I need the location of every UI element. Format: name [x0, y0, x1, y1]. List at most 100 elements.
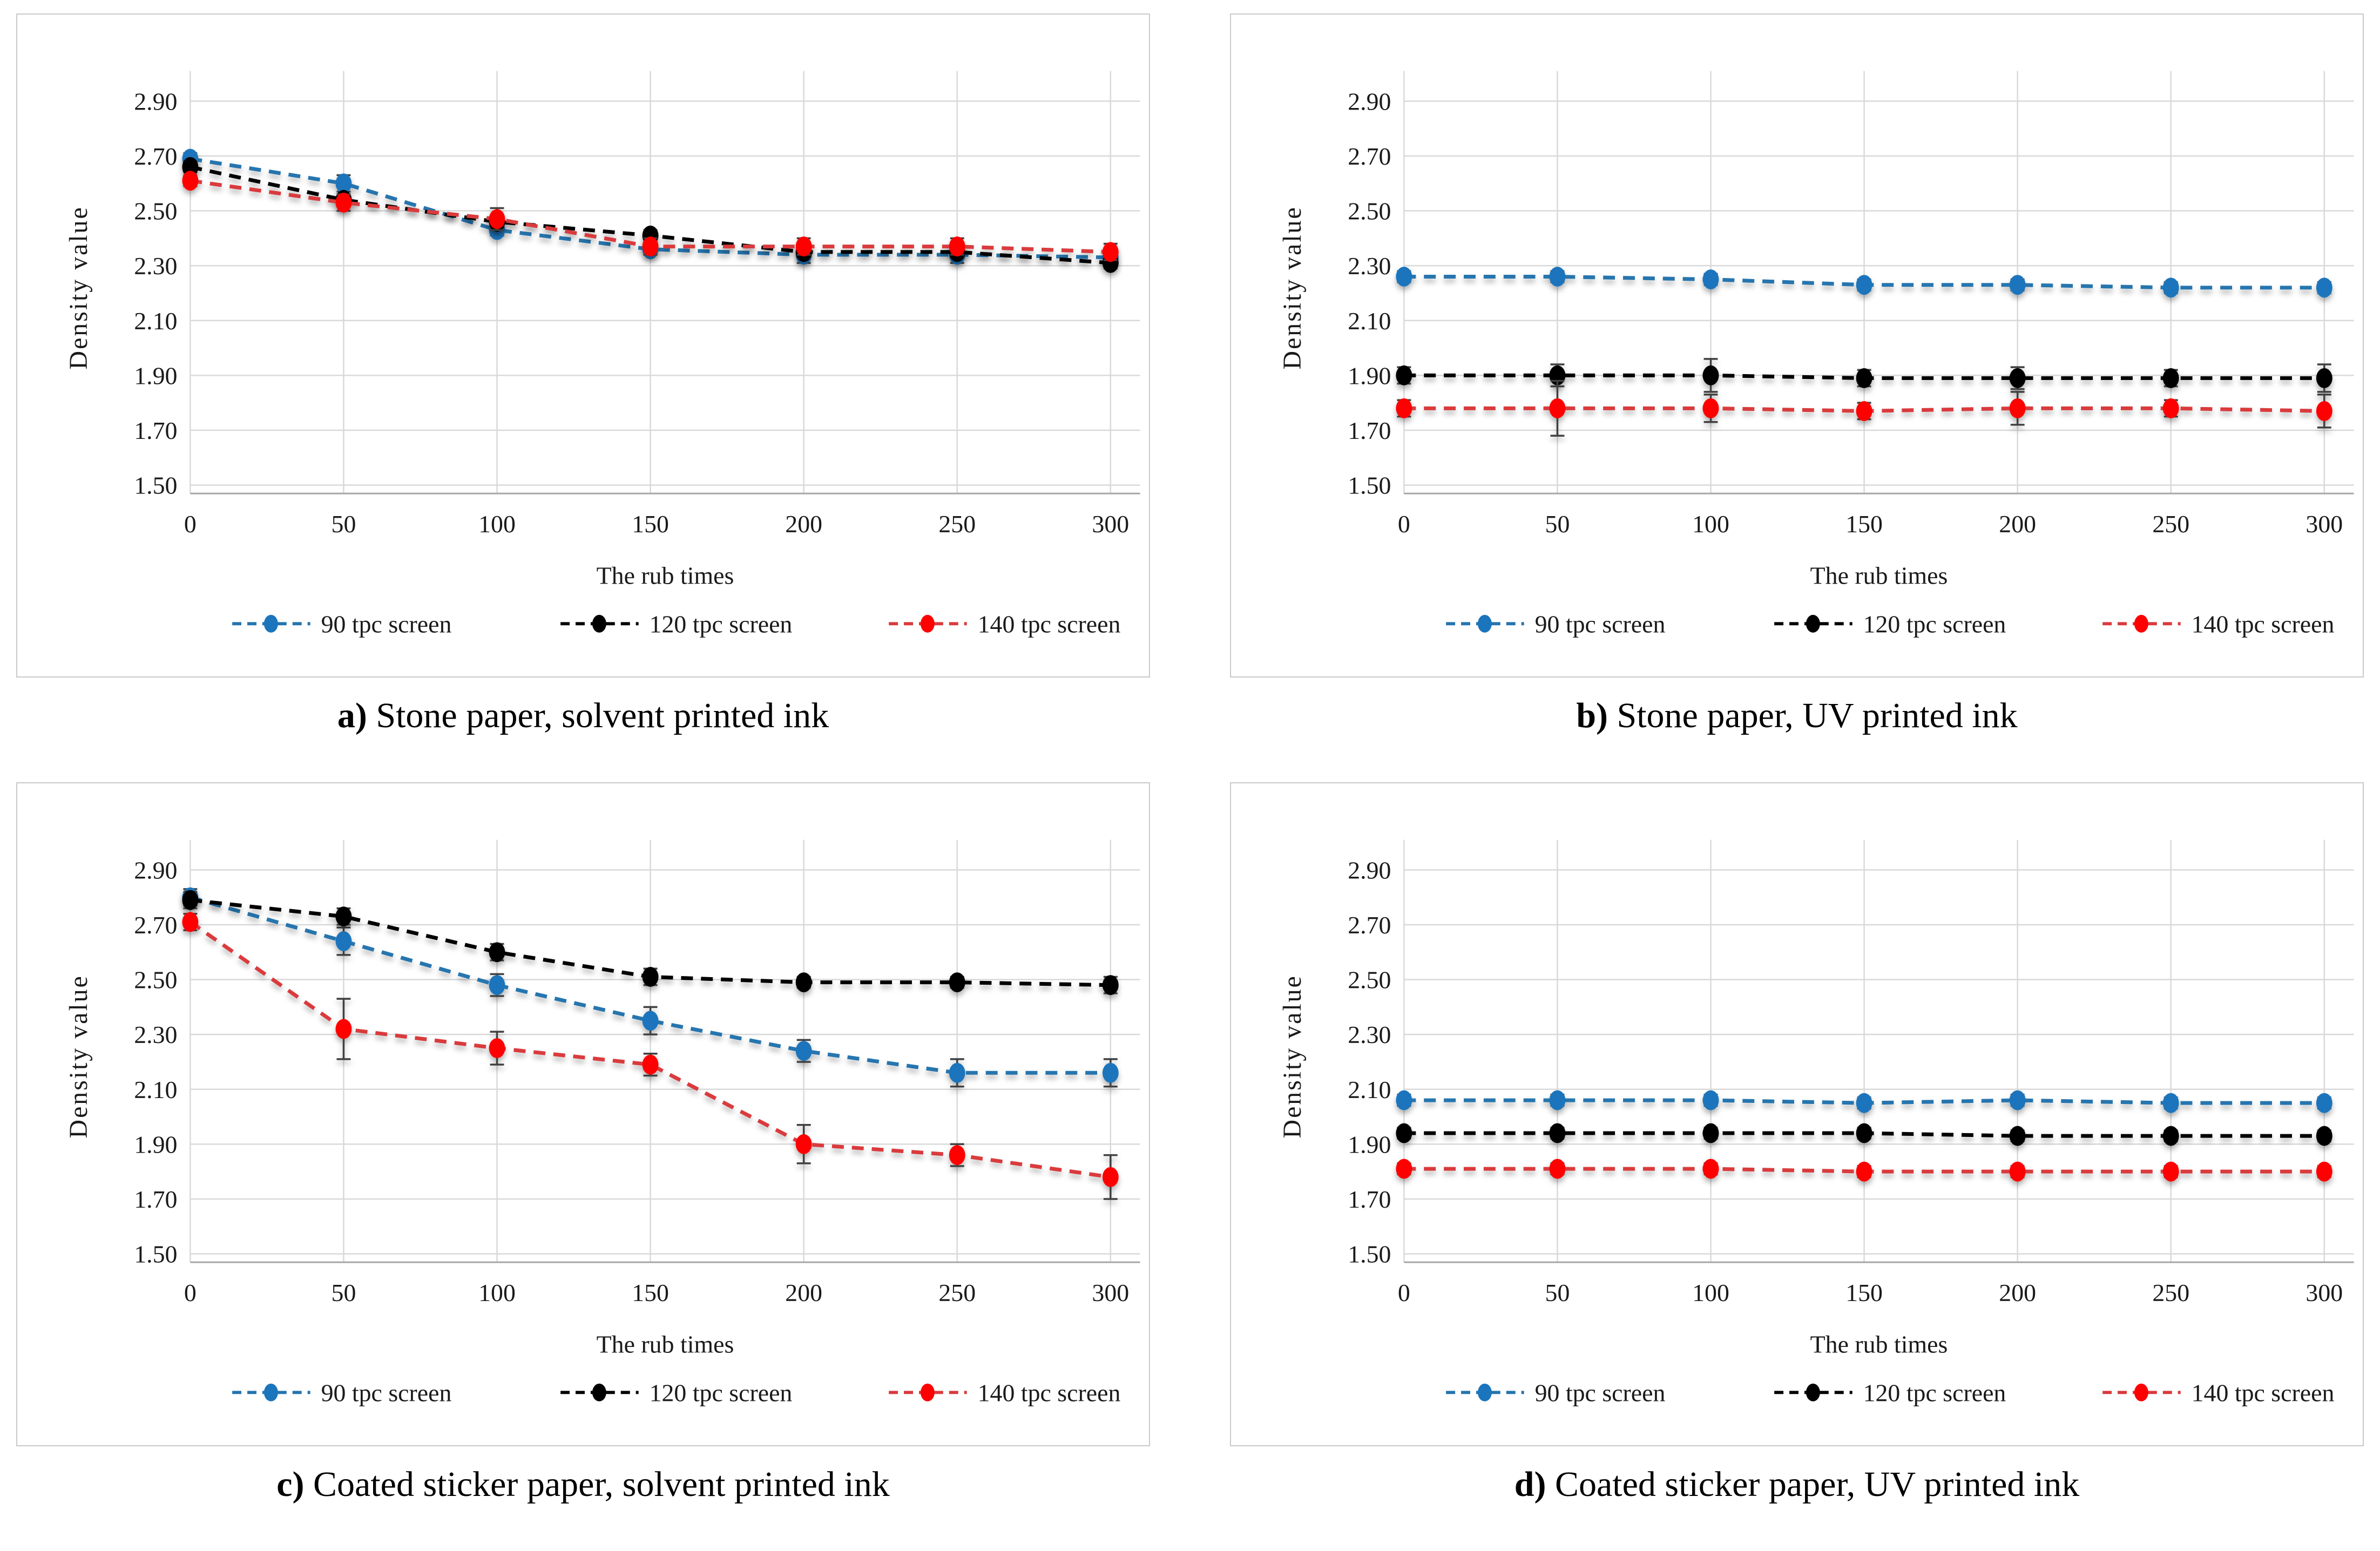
data-point-marker — [2162, 1126, 2179, 1146]
panel-b: 1.50 1.70 1.90 2.10 2.30 2.50 2.70 2.90 0 50 100 15… — [1230, 13, 2364, 782]
data-point-marker — [2162, 1093, 2179, 1113]
data-point-marker — [2009, 1090, 2026, 1110]
svg-text:2.90: 2.90 — [1348, 856, 1391, 884]
data-point-marker — [335, 192, 352, 213]
data-point-marker — [2316, 277, 2332, 298]
series-markers — [1396, 267, 2332, 298]
svg-text:50: 50 — [1545, 510, 1570, 538]
data-point-marker — [1702, 1159, 1719, 1179]
svg-text:50: 50 — [1545, 1279, 1570, 1306]
svg-text:100: 100 — [1692, 1279, 1729, 1306]
data-point-marker — [1702, 1090, 1719, 1110]
x-axis-tick-labels: 0 50 100 150 200 250 300 — [184, 510, 1129, 538]
svg-text:2.50: 2.50 — [1348, 198, 1391, 225]
data-point-marker — [1396, 267, 1412, 287]
legend-marker — [2134, 614, 2148, 633]
legend-marker — [1806, 1383, 1820, 1401]
legend-item-140-tpc-screen: 140 tpc screen — [2102, 1379, 2334, 1406]
data-point-marker — [1702, 269, 1719, 290]
svg-text:0: 0 — [184, 1279, 197, 1306]
series-90-tpc-screen — [1396, 267, 2332, 298]
legend-label: 140 tpc screen — [978, 1379, 1121, 1406]
chart-panel-c: 1.50 1.70 1.90 2.10 2.30 2.50 2.70 2.90 0 50 100 15… — [16, 782, 1150, 1446]
svg-text:2.70: 2.70 — [134, 911, 177, 939]
legend-marker — [920, 1383, 935, 1401]
gridlines — [190, 71, 1140, 494]
svg-text:2.10: 2.10 — [1348, 307, 1391, 335]
data-point-marker — [2162, 368, 2179, 388]
svg-text:2.30: 2.30 — [1348, 1021, 1391, 1048]
svg-text:200: 200 — [785, 510, 822, 538]
data-point-marker — [1396, 398, 1412, 418]
data-point-marker — [949, 972, 965, 992]
svg-text:2.50: 2.50 — [134, 198, 177, 225]
series-120-tpc-screen — [1396, 1123, 2332, 1146]
legend-marker — [592, 614, 606, 633]
series-140-tpc-screen — [182, 912, 1119, 1200]
svg-text:150: 150 — [1845, 510, 1883, 538]
data-point-marker — [335, 931, 352, 951]
legend-label: 120 tpc screen — [650, 610, 793, 638]
svg-text:300: 300 — [2305, 510, 2343, 538]
svg-text:200: 200 — [1999, 510, 2036, 538]
legend-item-90-tpc-screen: 90 tpc screen — [232, 610, 452, 638]
y-axis-title: Density value — [1278, 974, 1307, 1138]
x-axis-title: The rub times — [1810, 562, 1948, 590]
svg-text:150: 150 — [1845, 1279, 1883, 1306]
caption-a-text: Stone paper, solvent printed ink — [376, 696, 829, 735]
caption-a-label: a) — [337, 696, 367, 735]
data-point-marker — [1856, 1161, 1872, 1182]
svg-text:2.90: 2.90 — [134, 856, 177, 884]
caption-d-text: Coated sticker paper, UV printed ink — [1554, 1464, 2080, 1504]
panel-d: 1.50 1.70 1.90 2.10 2.30 2.50 2.70 2.90 0 50 100 15… — [1230, 782, 2364, 1551]
legend-marker — [263, 614, 278, 633]
svg-text:1.50: 1.50 — [1348, 1241, 1391, 1268]
legend: 90 tpc screen 120 tpc screen 140 tpc scree… — [232, 1379, 1120, 1406]
svg-text:1.50: 1.50 — [134, 1241, 177, 1268]
data-point-marker — [2009, 1126, 2026, 1146]
caption-d-label: d) — [1514, 1464, 1546, 1504]
data-point-marker — [182, 157, 199, 177]
data-point-marker — [1856, 1123, 1872, 1143]
data-point-marker — [489, 1038, 505, 1058]
caption-d: d) Coated sticker paper, UV printed ink — [1514, 1465, 2079, 1505]
svg-text:2.70: 2.70 — [1348, 911, 1391, 939]
data-point-marker — [1856, 401, 1872, 421]
series-markers — [1396, 398, 2332, 421]
svg-text:1.90: 1.90 — [1348, 362, 1391, 389]
svg-text:0: 0 — [184, 510, 197, 538]
legend-marker — [592, 1383, 606, 1401]
data-point-marker — [1702, 1123, 1719, 1143]
data-point-marker — [1549, 1090, 1566, 1110]
series-markers — [182, 171, 1119, 262]
series-markers — [1396, 1090, 2332, 1113]
svg-text:2.90: 2.90 — [134, 87, 177, 115]
data-point-marker — [949, 236, 965, 257]
svg-text:250: 250 — [2152, 510, 2189, 538]
legend-item-90-tpc-screen: 90 tpc screen — [1446, 610, 1666, 638]
svg-text:50: 50 — [332, 1279, 356, 1306]
caption-b-label: b) — [1576, 696, 1608, 735]
legend-label: 90 tpc screen — [1535, 1379, 1666, 1406]
svg-text:0: 0 — [1398, 1279, 1410, 1306]
svg-text:100: 100 — [1692, 510, 1729, 538]
data-point-marker — [1396, 1123, 1412, 1143]
legend-label: 120 tpc screen — [650, 1379, 793, 1406]
data-point-marker — [2009, 1161, 2026, 1182]
svg-text:2.90: 2.90 — [1348, 87, 1391, 115]
x-axis-tick-labels: 0 50 100 150 200 250 300 — [184, 1279, 1129, 1306]
x-axis-tick-labels: 0 50 100 150 200 250 300 — [1398, 510, 2343, 538]
data-point-marker — [2162, 398, 2179, 418]
data-point-marker — [1549, 1123, 1566, 1143]
data-point-marker — [795, 1134, 812, 1154]
legend-item-140-tpc-screen: 140 tpc screen — [2102, 610, 2334, 638]
data-point-marker — [1102, 1167, 1119, 1187]
legend-item-120-tpc-screen: 120 tpc screen — [560, 1379, 792, 1406]
legend-marker — [920, 614, 935, 633]
svg-text:2.50: 2.50 — [134, 966, 177, 994]
data-point-marker — [489, 209, 505, 229]
svg-text:1.70: 1.70 — [134, 1186, 177, 1213]
legend-label: 140 tpc screen — [2192, 1379, 2335, 1406]
data-point-marker — [1396, 1090, 1412, 1110]
data-point-marker — [795, 972, 812, 992]
